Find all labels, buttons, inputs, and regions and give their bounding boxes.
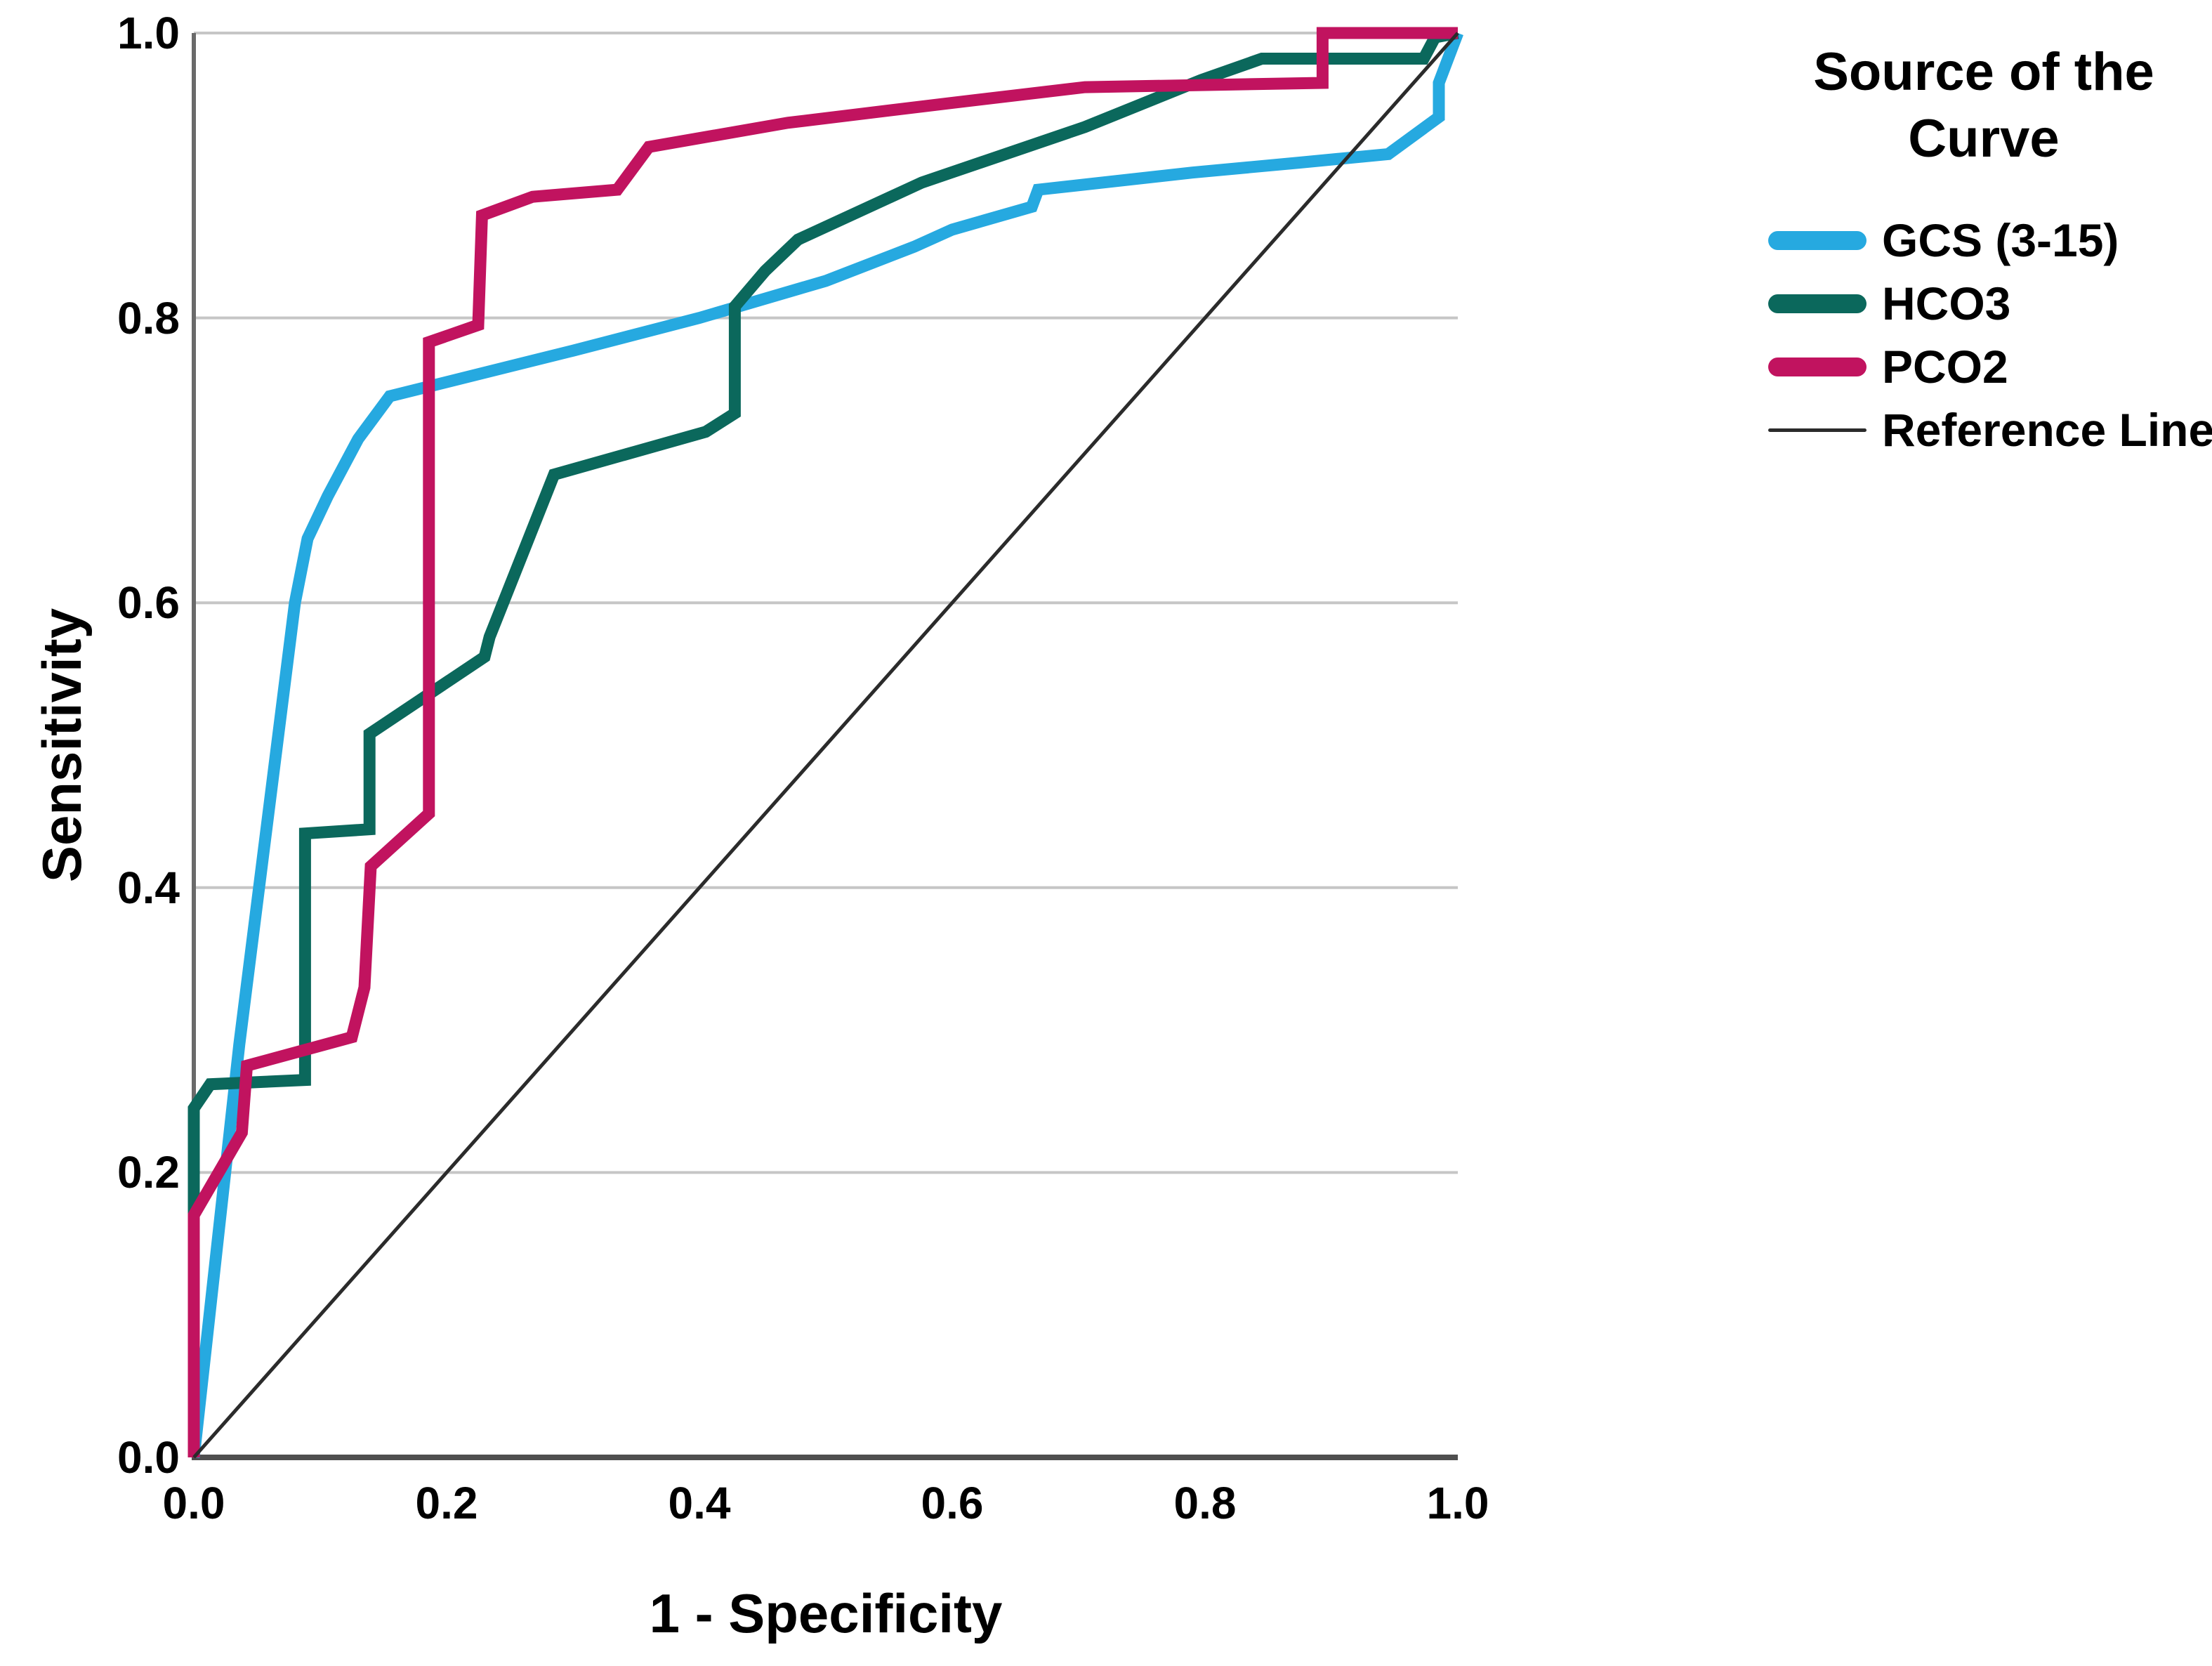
series-hco3 <box>187 27 1459 1457</box>
legend-item-reference-line: Reference Line <box>1756 398 2212 461</box>
y-tick-label-0.4: 0.4 <box>117 862 180 913</box>
legend-title: Source of the Curve <box>1813 42 2154 169</box>
legend-item-label: HCO3 <box>1882 277 2011 329</box>
x-tick-label-0.8: 0.8 <box>1173 1478 1237 1528</box>
y-tick-label-0.8: 0.8 <box>117 292 180 343</box>
x-tick-label-1.0: 1.0 <box>1426 1478 1489 1528</box>
legend-swatch-icon <box>1768 294 1867 313</box>
y-tick-label-0.2: 0.2 <box>117 1147 180 1198</box>
legend-item-hco3: HCO3 <box>1756 272 2212 335</box>
y-tick-label-1.0: 1.0 <box>117 8 180 58</box>
legend-item-label: GCS (3-15) <box>1882 214 2119 266</box>
legend-item-pco2: PCO2 <box>1756 335 2212 398</box>
legend-swatch-icon <box>1768 428 1867 432</box>
legend-item-label: Reference Line <box>1882 404 2212 456</box>
series-pco2 <box>187 27 1458 1457</box>
y-axis-title: Sensitivity <box>30 608 93 883</box>
y-tick-label-0.0: 0.0 <box>117 1432 180 1483</box>
x-tick-label-0.6: 0.6 <box>921 1478 984 1528</box>
x-axis-title: 1 - Specificity <box>649 1582 1003 1644</box>
legend: Source of the Curve GCS (3-15) HCO3 PCO2 Re… <box>1756 39 2212 461</box>
legend-item-label: PCO2 <box>1882 341 2008 393</box>
x-tick-label-0.4: 0.4 <box>668 1478 731 1528</box>
series-gcs-3-15 <box>187 30 1463 1458</box>
x-tick-label-0.2: 0.2 <box>415 1478 478 1528</box>
x-tick-label-0.0: 0.0 <box>162 1478 225 1528</box>
legend-item-gcs-3-15: GCS (3-15) <box>1756 209 2212 272</box>
legend-swatch-icon <box>1768 357 1867 376</box>
legend-items: GCS (3-15) HCO3 PCO2 Reference Line <box>1756 209 2212 461</box>
series-reference-line <box>192 32 1459 1459</box>
y-tick-label-0.6: 0.6 <box>117 577 180 629</box>
legend-swatch-icon <box>1768 230 1867 250</box>
